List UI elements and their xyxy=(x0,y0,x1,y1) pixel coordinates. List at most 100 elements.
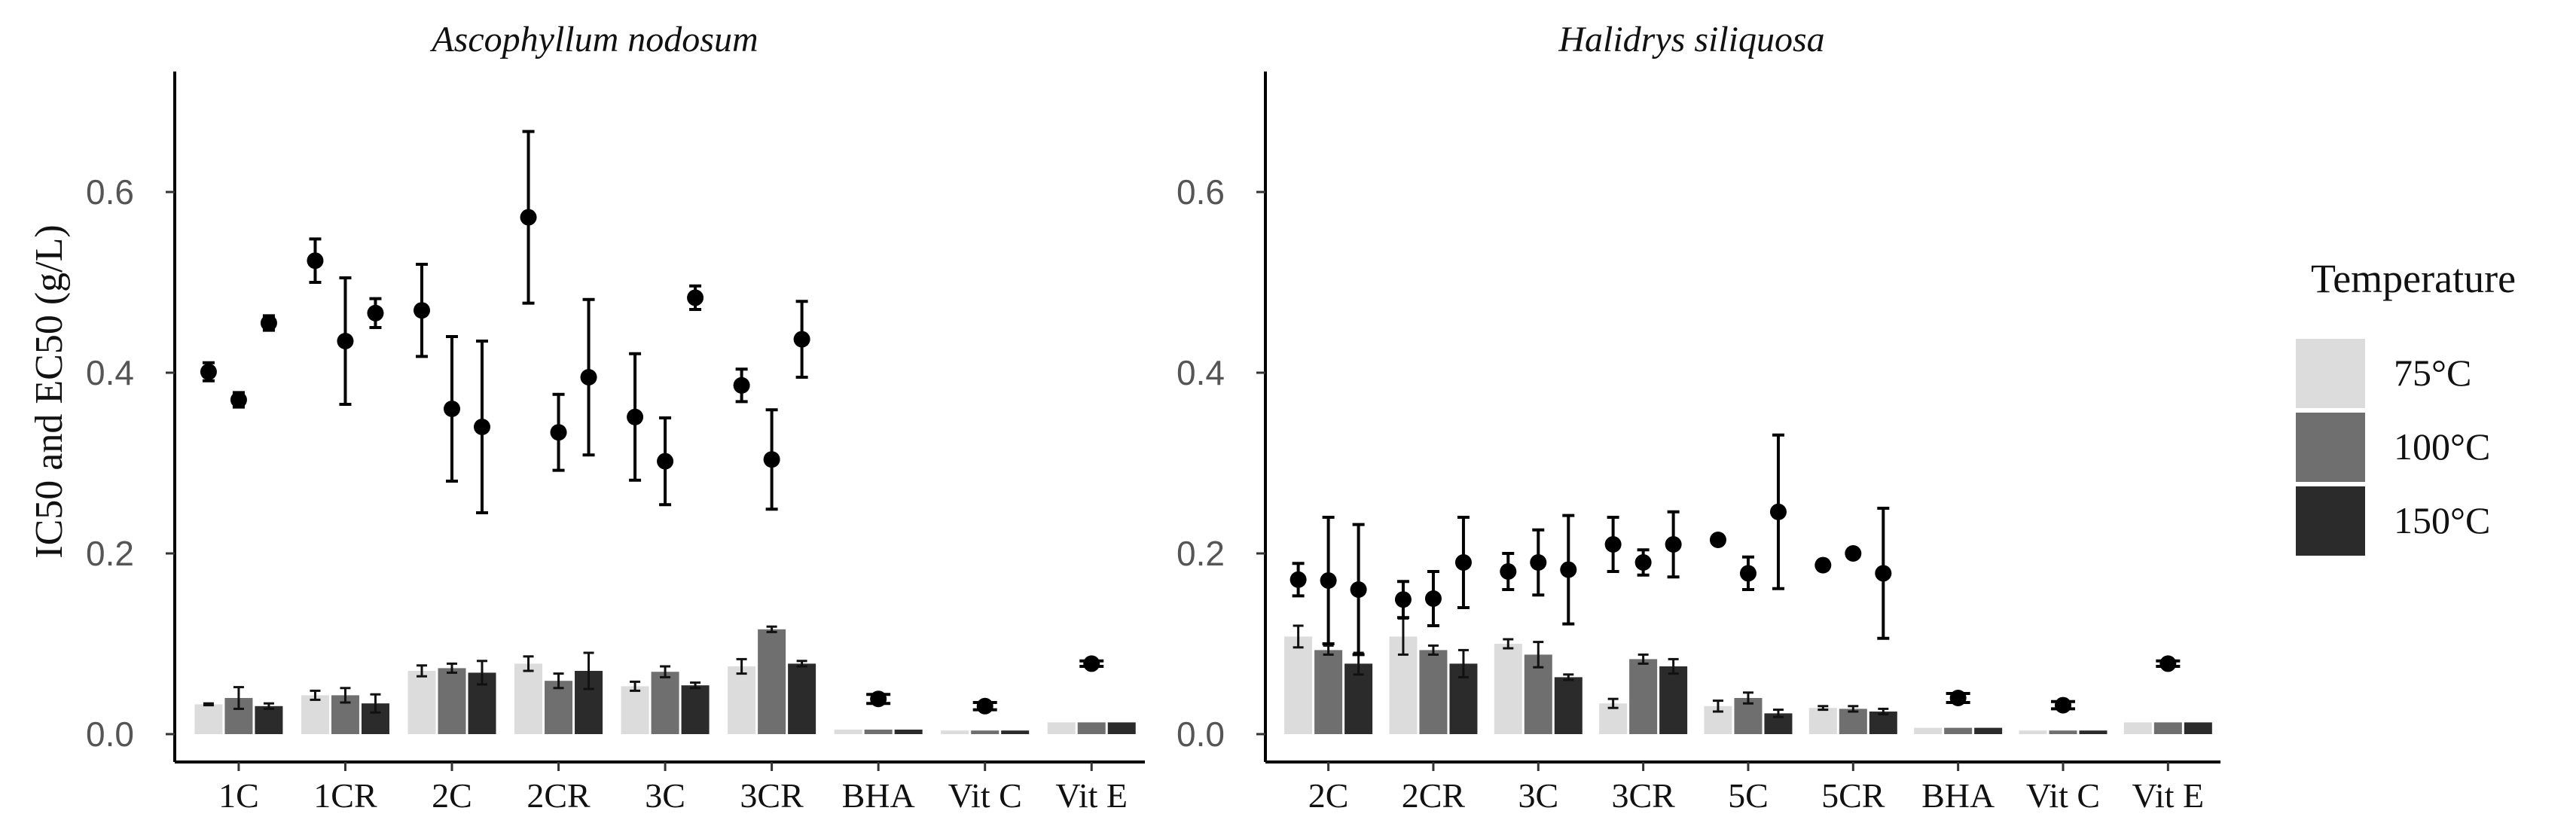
legend-swatch xyxy=(2296,413,2365,482)
data-point xyxy=(657,453,674,470)
legend: Temperature 75°C 100°C 150°C xyxy=(2296,256,2516,556)
data-point xyxy=(1500,563,1517,580)
x-tick-label: 2C xyxy=(1308,776,1349,815)
data-point xyxy=(1350,581,1367,598)
x-tick-label: Vit C xyxy=(2026,776,2100,815)
bar xyxy=(438,668,466,734)
data-point xyxy=(1424,590,1442,607)
bar xyxy=(1001,730,1030,734)
data-point xyxy=(1949,690,1967,706)
x-tick-label: 3C xyxy=(645,776,685,815)
data-point xyxy=(870,690,887,708)
bar xyxy=(407,671,436,734)
y-tick-label: 0.0 xyxy=(1177,715,1225,754)
bar xyxy=(1077,722,1106,734)
bar xyxy=(2049,730,2077,734)
legend-label: 75°C xyxy=(2394,352,2471,394)
data-point xyxy=(307,252,324,270)
data-point xyxy=(763,451,780,468)
data-point xyxy=(414,302,430,319)
bar xyxy=(2184,722,2212,734)
x-tick-label: Vit C xyxy=(948,776,1022,815)
data-point xyxy=(474,419,490,435)
y-tick-label: 0.2 xyxy=(1177,534,1225,573)
data-point xyxy=(2159,655,2177,672)
bar xyxy=(514,663,543,734)
y-tick-label: 0.2 xyxy=(86,534,134,573)
x-tick-label: 3CR xyxy=(740,776,804,815)
data-point xyxy=(1665,536,1682,553)
legend-title: Temperature xyxy=(2311,256,2516,301)
legend-swatch xyxy=(2296,339,2365,408)
x-tick-label: Vit E xyxy=(1055,776,1128,815)
bar xyxy=(255,706,283,734)
data-point xyxy=(1560,561,1577,578)
data-point xyxy=(1604,536,1622,553)
x-tick-label: 2CR xyxy=(1402,776,1466,815)
bar xyxy=(2153,722,2182,734)
bar xyxy=(301,695,329,734)
bar xyxy=(2123,722,2152,734)
bar xyxy=(1629,659,1658,734)
bar xyxy=(651,672,679,734)
bar xyxy=(545,681,573,734)
bar xyxy=(894,730,923,734)
data-point xyxy=(687,289,704,306)
bar xyxy=(1914,727,1943,734)
x-tick-label: 1C xyxy=(218,776,259,815)
y-tick-label: 0.6 xyxy=(86,172,134,212)
y-tick-label: 0.4 xyxy=(1177,353,1225,392)
data-point xyxy=(1769,503,1787,520)
bar xyxy=(1659,666,1688,734)
bar xyxy=(1107,722,1136,734)
bar xyxy=(1419,650,1448,734)
plot-area: 0.0 0.2 0.4 0.6 2C 2CR 3C 3CR 5C 5CR BHA Vit C Vit E xyxy=(1177,72,2220,815)
data-point xyxy=(627,408,644,425)
data-point xyxy=(1083,655,1100,672)
bar xyxy=(758,629,786,734)
bar xyxy=(941,730,969,734)
data-point xyxy=(1320,572,1337,589)
x-tick-label: Vit E xyxy=(2132,776,2205,815)
data-point xyxy=(367,304,384,322)
bar xyxy=(194,704,223,734)
bar xyxy=(728,666,756,734)
plot-area: 0.0 0.2 0.4 0.6 1C 1CR 2C 2CR 3C 3CR BHA Vit C Vit E xyxy=(86,72,1145,815)
data-point xyxy=(733,376,750,394)
data-point xyxy=(1845,545,1862,562)
data-point xyxy=(230,392,247,408)
x-tick-label: 3CR xyxy=(1611,776,1675,815)
bar xyxy=(1839,709,1867,734)
data-point xyxy=(580,369,597,386)
bar xyxy=(621,686,649,734)
data-point xyxy=(1709,532,1726,548)
y-axis-label: IC50 and EC50 (g/L) xyxy=(28,224,71,558)
data-point xyxy=(1394,591,1412,608)
data-point xyxy=(520,209,537,226)
bar xyxy=(788,663,816,734)
data-point xyxy=(1739,565,1757,582)
data-point xyxy=(200,363,217,380)
panel-halidrys: Halidrys siliquosa 0.0 0.2 0.4 0.6 2C 2CR 3C 3C… xyxy=(1177,20,2220,815)
y-tick-label: 0.0 xyxy=(86,715,134,754)
x-tick-label: 5C xyxy=(1728,776,1769,815)
bar xyxy=(681,685,710,734)
x-tick-label: BHA xyxy=(842,776,915,815)
data-point xyxy=(2054,696,2071,714)
data-point xyxy=(337,333,354,349)
bar xyxy=(1284,636,1313,734)
legend-label: 150°C xyxy=(2394,499,2490,541)
bar xyxy=(1554,677,1583,734)
bar xyxy=(864,730,893,734)
data-point xyxy=(1814,556,1832,574)
x-tick-label: 3C xyxy=(1518,776,1558,815)
legend-swatch xyxy=(2296,486,2365,556)
bar xyxy=(1494,644,1522,734)
legend-label: 100°C xyxy=(2394,425,2490,468)
data-point xyxy=(1875,565,1892,582)
x-tick-label: 2C xyxy=(432,776,472,815)
data-point xyxy=(550,424,567,441)
data-point xyxy=(976,697,993,715)
panel-ascophyllum: Ascophyllum nodosum IC50 and EC50 (g/L) … xyxy=(28,20,1145,815)
